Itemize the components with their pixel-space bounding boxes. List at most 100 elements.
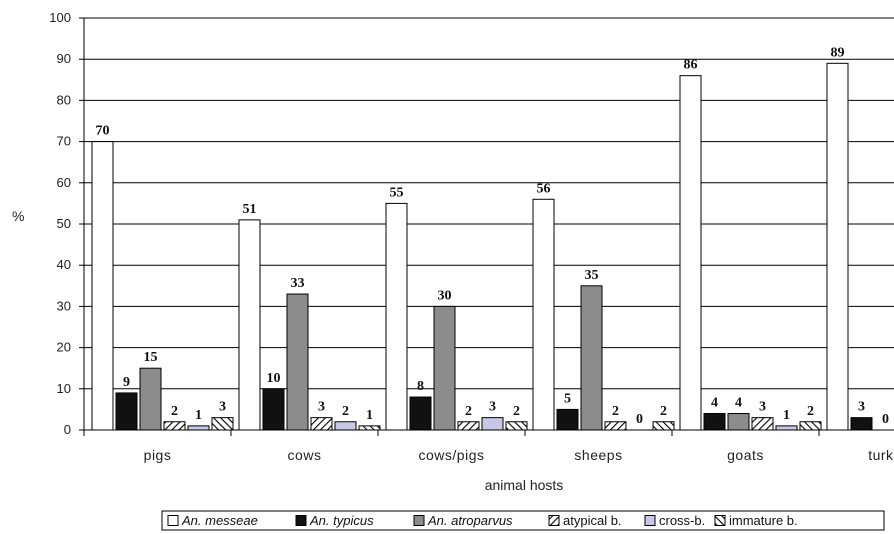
x-tick-label: cows [288, 447, 322, 463]
data-label: 3 [318, 400, 325, 415]
data-label: 8 [417, 379, 424, 394]
data-label: 51 [243, 202, 257, 217]
data-label: 9 [123, 375, 130, 390]
legend-swatch [295, 515, 307, 526]
gridlines [84, 17, 894, 390]
bar-cows/pigs-0 [385, 202, 408, 431]
bar-pigs-0 [91, 141, 114, 431]
legend-swatch [644, 515, 656, 526]
legend-label: An. messeae [181, 513, 258, 528]
bar-cows/pigs-2 [433, 305, 456, 431]
bar-pigs-3 [163, 421, 186, 431]
bar-cows-0 [238, 219, 261, 431]
data-label: 55 [390, 185, 404, 200]
y-tick-label: 10 [57, 381, 71, 396]
data-label: 3 [759, 400, 766, 415]
data-label: 35 [585, 268, 599, 283]
data-label: 3 [858, 400, 865, 415]
bar-turkeys-1 [850, 417, 873, 431]
bars [91, 62, 873, 431]
data-label: 70 [96, 124, 110, 139]
data-label: 33 [291, 276, 305, 291]
bar-goats-4 [775, 425, 798, 431]
x-tick-label: sheeps [574, 447, 622, 463]
data-label: 4 [711, 396, 718, 411]
legend-swatch [167, 515, 179, 526]
data-label: 1 [366, 408, 373, 423]
y-tick-label: 90 [57, 51, 71, 66]
legend: An. messeae An. typicus An. atroparvus atyp… [161, 510, 885, 531]
bar-cows-1 [262, 388, 285, 431]
data-label: 0 [882, 412, 889, 427]
data-label: 86 [684, 58, 698, 73]
data-label: 30 [438, 288, 452, 303]
data-label: 56 [537, 181, 551, 196]
data-label: 4 [735, 396, 742, 411]
data-label: 2 [171, 404, 178, 419]
bar-goats-2 [727, 413, 750, 431]
data-label: 10 [267, 371, 281, 386]
data-label: 2 [342, 404, 349, 419]
bar-pigs-4 [187, 425, 210, 431]
y-tick-label: 40 [57, 257, 71, 272]
bar-sheeps-0 [532, 198, 555, 431]
y-tick-label: 70 [57, 134, 71, 149]
data-label: 3 [219, 400, 226, 415]
x-axis-title: animal hosts [485, 477, 564, 493]
bar-goats-1 [703, 413, 726, 431]
legend-label: An. atroparvus [427, 513, 513, 528]
x-tick-label: turkeys [868, 447, 894, 463]
x-tick-label: goats [727, 447, 764, 463]
data-label: 2 [465, 404, 472, 419]
legend-label: cross-b. [659, 513, 705, 528]
bar-goats-3 [751, 417, 774, 431]
bar-sheeps-3 [604, 421, 627, 431]
bar-cows-2 [286, 293, 309, 431]
y-axis-title: % [12, 208, 24, 224]
legend-swatch [714, 515, 726, 526]
bar-goats-5 [799, 421, 822, 431]
y-tick-label: 60 [57, 175, 71, 190]
data-label: 1 [783, 408, 790, 423]
x-tick-label: cows/pigs [419, 447, 485, 463]
data-label: 0 [636, 412, 643, 427]
data-label: 2 [513, 404, 520, 419]
bar-sheeps-2 [580, 285, 603, 431]
bar-sheeps-5 [652, 421, 675, 431]
data-label: 15 [144, 350, 158, 365]
bar-cows-5 [358, 425, 381, 431]
bar-cows-4 [334, 421, 357, 431]
legend-swatch [413, 515, 425, 526]
bar-goats-0 [679, 75, 702, 431]
bar-cows-3 [310, 417, 333, 431]
data-label: 2 [807, 404, 814, 419]
y-tick-label: 0 [64, 422, 71, 437]
bar-cows/pigs-5 [505, 421, 528, 431]
y-tick-label: 100 [49, 10, 71, 25]
y-tick-label: 30 [57, 298, 71, 313]
data-label: 5 [564, 391, 571, 406]
bar-cows/pigs-1 [409, 396, 432, 431]
legend-label: An. typicus [309, 513, 374, 528]
legend-label: immature b. [729, 513, 798, 528]
legend-label: atypical b. [563, 513, 622, 528]
bar-turkeys-0 [826, 62, 849, 431]
bar-sheeps-1 [556, 408, 579, 431]
y-tick-label: 20 [57, 340, 71, 355]
bar-cows/pigs-3 [457, 421, 480, 431]
data-label: 1 [195, 408, 202, 423]
data-label: 3 [489, 400, 496, 415]
y-tick-label: 50 [57, 216, 71, 231]
data-label: 89 [831, 45, 845, 60]
bar-cows/pigs-4 [481, 417, 504, 431]
bar-pigs-1 [115, 392, 138, 431]
legend-box [161, 510, 885, 531]
bar-pigs-5 [211, 417, 234, 431]
y-tick-label: 80 [57, 92, 71, 107]
legend-swatch [548, 515, 560, 526]
data-label: 2 [660, 404, 667, 419]
